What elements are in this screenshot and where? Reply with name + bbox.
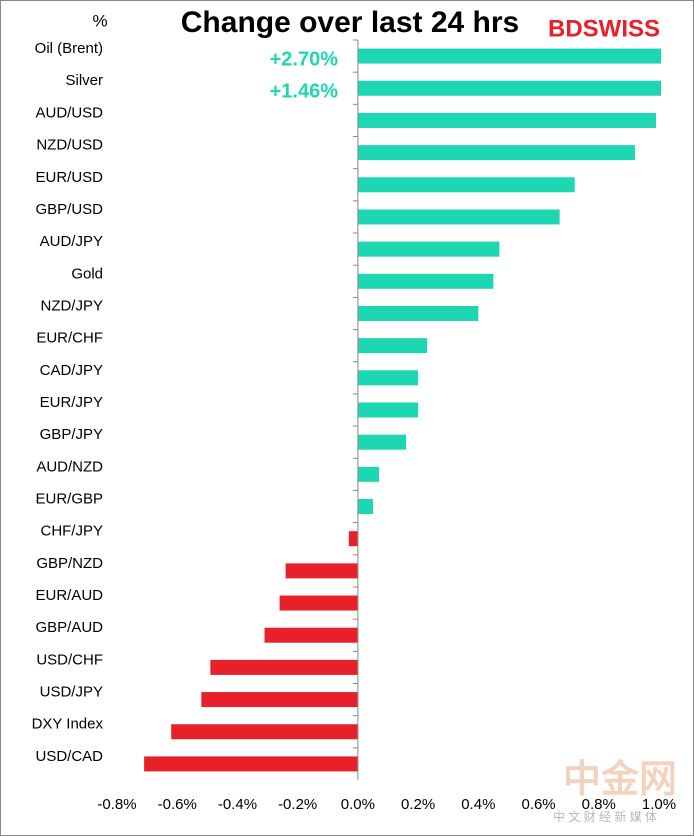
x-tick-label: 0.2%: [401, 796, 435, 813]
y-tick-label: AUD/JPY: [40, 233, 103, 250]
x-tick-label: 0.4%: [461, 796, 495, 813]
y-tick-label: NZD/JPY: [40, 297, 103, 314]
chart-title: Change over last 24 hrs: [181, 6, 519, 39]
bar: [357, 434, 407, 450]
y-tick-label: Gold: [71, 265, 103, 282]
y-tick-label: EUR/USD: [35, 169, 103, 186]
y-tick-label: AUD/USD: [35, 104, 103, 121]
bar: [357, 466, 379, 482]
bar: [357, 80, 661, 96]
x-tick-label: -0.6%: [158, 796, 197, 813]
y-tick-label: EUR/AUD: [35, 587, 103, 604]
y-tick-label: EUR/CHF: [36, 330, 103, 347]
bar: [357, 209, 560, 225]
bar: [279, 595, 358, 611]
y-tick-label: USD/JPY: [40, 684, 103, 701]
x-tick-label: 1.0%: [642, 796, 676, 813]
x-tick-label: 0.8%: [582, 796, 616, 813]
bar: [357, 48, 661, 64]
brand-logo: BDSWISS: [548, 15, 660, 42]
x-tick-label: 0.6%: [521, 796, 555, 813]
bar: [285, 563, 358, 579]
y-tick-label: GBP/JPY: [40, 426, 103, 443]
y-tick-label: Silver: [65, 72, 103, 89]
watermark: 中金网: [563, 758, 677, 801]
bar: [357, 305, 479, 321]
bar: [357, 499, 373, 515]
x-tick-label: -0.8%: [97, 796, 136, 813]
y-tick-label: DXY Index: [32, 716, 104, 733]
y-tick-label: Oil (Brent): [35, 40, 103, 57]
bar: [210, 659, 358, 675]
bar: [357, 402, 419, 418]
bar: [201, 692, 358, 708]
y-tick-label: CHF/JPY: [40, 523, 103, 540]
x-tick-label: -0.4%: [218, 796, 257, 813]
x-tick-label: -0.2%: [278, 796, 317, 813]
bar: [357, 241, 500, 257]
value-label: +1.46%: [270, 81, 339, 103]
bar: [357, 177, 575, 193]
y-tick-label: CAD/JPY: [40, 362, 103, 379]
value-label: +2.70%: [270, 48, 339, 70]
bar: [144, 756, 358, 772]
bar: [357, 338, 428, 354]
watermark-sub: 中 文 财 经 新 媒 体: [553, 809, 657, 824]
y-tick-label: AUD/NZD: [36, 458, 103, 475]
bar: [357, 370, 419, 386]
plot-area: [144, 48, 661, 772]
unit-label: %: [92, 11, 107, 30]
y-tick-label: USD/CAD: [35, 748, 103, 765]
bar: [357, 273, 494, 289]
y-tick-label: USD/CHF: [36, 651, 103, 668]
bar: [348, 531, 358, 547]
y-tick-label: NZD/USD: [36, 137, 103, 154]
y-tick-label: EUR/GBP: [35, 490, 103, 507]
bar: [264, 627, 358, 643]
bar: [171, 724, 358, 740]
y-tick-label: EUR/JPY: [40, 394, 103, 411]
y-tick-label: GBP/USD: [35, 201, 103, 218]
bar: [357, 145, 635, 161]
y-tick-label: GBP/AUD: [35, 619, 103, 636]
x-tick-label: 0.0%: [341, 796, 375, 813]
bar: [357, 112, 656, 128]
y-tick-label: GBP/NZD: [36, 555, 103, 572]
